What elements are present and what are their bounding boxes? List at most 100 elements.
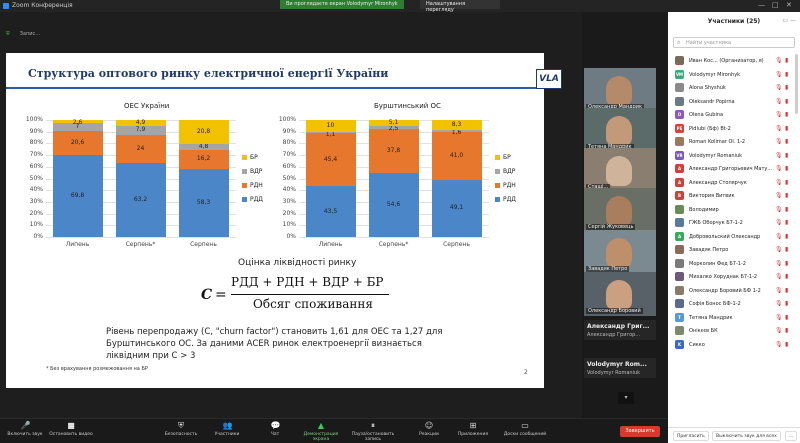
participant-row[interactable]: T Тетяна Мандрик 🎙 ▮ (668, 311, 800, 325)
video-off-icon: ▮ (785, 340, 789, 348)
participant-name: Онікєєв БК (689, 328, 718, 334)
data-label: 41,0 (449, 151, 464, 159)
participant-row[interactable]: Alona Shyshuk 🎙 ▮ (668, 81, 800, 95)
name-tile[interactable]: Volodymyr Rom... Volodymyr Romaniuk (584, 358, 656, 378)
participant-name: Софія Бонос БФ-1-2 (689, 301, 741, 307)
end-meeting-button[interactable]: Завершить (620, 426, 660, 437)
slide-divider (6, 87, 544, 89)
video-off-icon: ▮ (785, 259, 789, 267)
participant-row[interactable]: Володимир 🎙 ▮ (668, 203, 800, 217)
toolbar-label: Пауза/остановить запись (351, 432, 395, 442)
toolbar-button[interactable]: ▲ Демонстрация экрана (296, 421, 346, 442)
participant-row[interactable]: B Виктория Витвик 🎙 ▮ (668, 189, 800, 203)
video-tile[interactable]: Завадяк Петро (584, 230, 656, 274)
video-tile[interactable]: Тетяна Мандрик (584, 108, 656, 152)
y-tick-label: 30% (29, 197, 43, 205)
participant-row[interactable]: Софія Бонос БФ-1-2 🎙 ▮ (668, 297, 800, 311)
participant-row[interactable]: PE Pidlubi (Бф) Bt-2 🎙 ▮ (668, 122, 800, 136)
name-tile[interactable]: Александр Григ... Александр Григор... (584, 320, 656, 340)
participant-row[interactable]: Oleksandr Popirna 🎙 ▮ (668, 95, 800, 109)
panel-options-icon[interactable]: ▭ — (782, 17, 796, 24)
legend-item: РДД (495, 192, 516, 206)
toolbar-button[interactable]: ⛨ Безопасность (156, 421, 206, 437)
toolbar-icon: ■ (67, 421, 75, 430)
video-off-icon: ▮ (785, 246, 789, 253)
avatar (675, 285, 684, 295)
mic-muted-icon: 🎙 (775, 246, 783, 253)
mute-all-button[interactable]: Выключить звук для всех (712, 431, 781, 441)
video-tile-name: Тетяна Мандрик (586, 144, 634, 150)
participant-name: Alona Shyshuk (689, 85, 726, 91)
video-off-icon: ▮ (785, 70, 789, 78)
shield-icon[interactable]: ⛨ (6, 31, 10, 37)
bar-segment (305, 131, 356, 133)
participant-row[interactable]: Roman Kolimar Ol. 1-2 🎙 ▮ (668, 135, 800, 149)
participant-face (606, 238, 632, 268)
y-tick-label: 50% (29, 174, 43, 182)
mic-muted-icon: 🎙 (775, 138, 783, 145)
video-tile[interactable]: Олександр Боровий (584, 272, 656, 316)
avatar: A (675, 164, 684, 173)
participant-row[interactable]: Иван Кос... (Организатор, я) 🎙 ▮ (668, 54, 800, 68)
data-label: 7,9 (135, 126, 146, 134)
chart-burshtyn: 0% 10% 20% 30% 40% 50% 60% 70% 80% 90% 100% 43,5 45,… (6, 53, 544, 388)
participant-name: Roman Kolimar Ol. 1-2 (689, 139, 746, 145)
search-icon: ⌕ (677, 39, 681, 46)
bar-segment (115, 125, 166, 135)
participant-row[interactable]: VM Volodymyr Mironhyk 🎙 ▮ (668, 68, 800, 82)
video-tile[interactable]: Сташі... (584, 148, 656, 192)
toolbar-button[interactable]: ⊞ Приложения (448, 421, 498, 437)
data-label: 1,6 (451, 128, 462, 136)
toolbar-button[interactable]: ▭ Доски сообщений (500, 421, 550, 437)
participant-search-input[interactable]: ⌕ Найти участника (673, 37, 795, 48)
participant-row[interactable]: A Добровольский Олександр 🎙 ▮ (668, 230, 800, 244)
legend-swatch (242, 196, 247, 202)
participant-row[interactable]: Олександр Боровий БФ 1-2 🎙 ▮ (668, 284, 800, 298)
data-label: 43,5 (323, 207, 338, 215)
toolbar-icon: ⏸ (371, 421, 375, 430)
recording-label[interactable]: Запис... (19, 31, 41, 37)
more-button[interactable]: ... (785, 431, 798, 441)
toolbar-button[interactable]: ■ Остановить видео (46, 421, 96, 437)
invite-button[interactable]: Пригласить (673, 431, 709, 441)
view-options-button[interactable]: Налаштування перегляду (420, 0, 500, 13)
video-off-icon: ▮ (785, 313, 789, 321)
close-icon[interactable]: ✕ (786, 1, 792, 9)
toolbar-button[interactable]: ☺ Реакции (404, 421, 454, 437)
toolbar-button[interactable]: 👥 Участники (202, 421, 252, 437)
participant-row[interactable]: O Olena Gubina 🎙 ▮ (668, 108, 800, 122)
x-tick-label: Серпень (443, 241, 470, 248)
data-label: 8,3 (451, 120, 462, 128)
data-label: 2,6 (72, 119, 83, 126)
chart-oes: 0% 10% 20% 30% 40% 50% 60% 70% 80% 90% 100% 69,8 20,… (6, 53, 544, 388)
video-tile-name: Олександр Мандрик (586, 104, 645, 110)
participant-row[interactable]: Онікєєв БК 🎙 ▮ (668, 324, 800, 338)
participant-scrollbar[interactable] (795, 54, 798, 114)
video-tile[interactable]: Сергій Жуковець (584, 188, 656, 232)
top-controls: ⛨ Запис... (6, 28, 68, 40)
video-off-icon: ▮ (785, 205, 789, 213)
participant-row[interactable]: VR Volodymyr Romaniuk 🎙 ▮ (668, 149, 800, 163)
name-tile-sub: Александр Григор... (587, 332, 641, 338)
participant-row[interactable]: Завадяк Петро 🎙 ▮ (668, 243, 800, 257)
video-tile[interactable]: Олександр Мандрик (584, 68, 656, 112)
participant-row[interactable]: ГЖБ Оборчук Б7-1-2 🎙 ▮ (668, 216, 800, 230)
participant-row[interactable]: Михалко Хоруднак Б7-1-2 🎙 ▮ (668, 270, 800, 284)
participant-row[interactable]: A Александр Григорьевич Мату... 🎙 ▮ (668, 162, 800, 176)
y-tick-label: 100% (25, 116, 43, 123)
gridline (46, 237, 236, 238)
bar-segment (115, 163, 166, 237)
video-scroll-down-button[interactable]: ▾ (618, 392, 634, 404)
participant-row[interactable]: K Сикко 🎙 ▮ (668, 338, 800, 352)
toolbar-button[interactable]: ⏸ Пауза/остановить запись (348, 421, 398, 442)
minimize-icon[interactable]: — (758, 1, 765, 9)
participant-face (606, 156, 632, 186)
participant-row[interactable]: A Александр Столярчук 🎙 ▮ (668, 176, 800, 190)
maximize-icon[interactable]: □ (772, 1, 779, 9)
legend-item: БР (495, 150, 516, 164)
toolbar-button[interactable]: 🎤 Включить звук (0, 421, 50, 437)
participant-name: Volodymyr Mironhyk (689, 71, 741, 78)
participant-row[interactable]: Морколин Фед Б7-1-2 🎙 ▮ (668, 257, 800, 271)
data-label: 45,4 (323, 155, 338, 163)
toolbar-button[interactable]: 💬 Чат (250, 421, 300, 437)
